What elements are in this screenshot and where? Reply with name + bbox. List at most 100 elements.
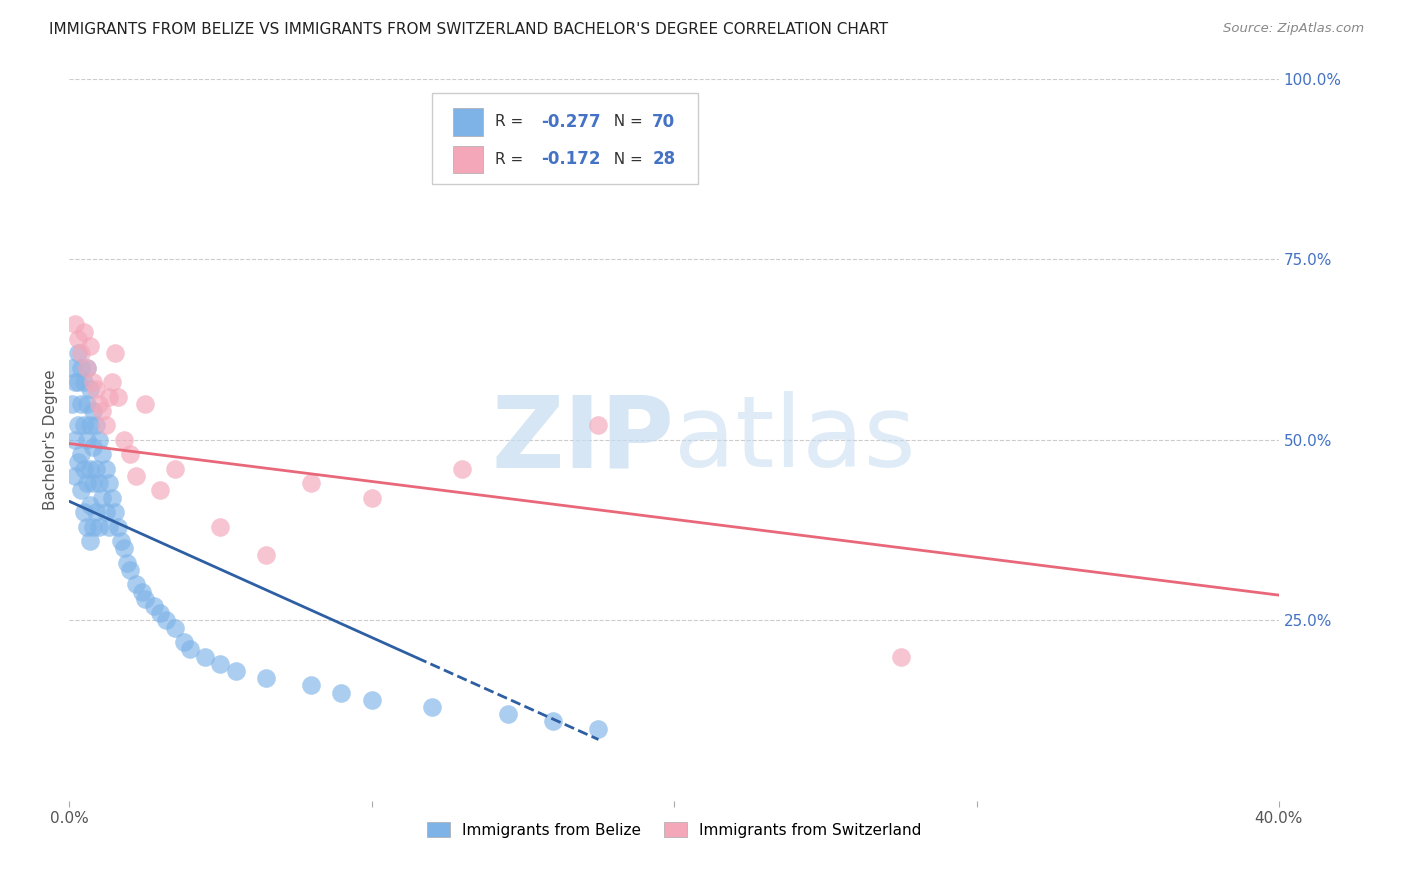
- Point: [76, 397, 98, 411]
- Point: [125, 469, 148, 483]
- Point: [73, 462, 96, 476]
- Point: [86, 462, 108, 476]
- Point: [70, 447, 93, 461]
- Point: [73, 325, 96, 339]
- Point: [79, 533, 101, 548]
- Text: IMMIGRANTS FROM BELIZE VS IMMIGRANTS FROM SWITZERLAND BACHELOR'S DEGREE CORRELAT: IMMIGRANTS FROM BELIZE VS IMMIGRANTS FRO…: [49, 22, 889, 37]
- Point: [76, 360, 98, 375]
- Point: [165, 621, 187, 635]
- Point: [86, 383, 108, 397]
- FancyBboxPatch shape: [453, 145, 482, 173]
- Point: [330, 685, 353, 699]
- Point: [79, 498, 101, 512]
- Point: [91, 404, 114, 418]
- Text: 28: 28: [652, 150, 675, 169]
- Point: [118, 563, 141, 577]
- Point: [97, 390, 120, 404]
- Point: [125, 577, 148, 591]
- Point: [100, 491, 122, 505]
- Point: [67, 418, 90, 433]
- Point: [179, 642, 201, 657]
- Point: [112, 541, 135, 556]
- Point: [104, 346, 127, 360]
- Point: [149, 483, 172, 498]
- Point: [70, 397, 93, 411]
- Text: N =: N =: [605, 152, 648, 167]
- Point: [82, 404, 104, 418]
- Point: [225, 664, 247, 678]
- Point: [112, 433, 135, 447]
- Point: [420, 700, 443, 714]
- Point: [73, 418, 96, 433]
- Point: [67, 332, 90, 346]
- Point: [76, 433, 98, 447]
- Point: [496, 707, 519, 722]
- Point: [155, 614, 177, 628]
- Point: [118, 447, 141, 461]
- Y-axis label: Bachelor's Degree: Bachelor's Degree: [44, 369, 58, 510]
- Point: [82, 476, 104, 491]
- Point: [194, 649, 217, 664]
- Point: [73, 505, 96, 519]
- Point: [165, 462, 187, 476]
- Text: 70: 70: [652, 113, 675, 131]
- Point: [588, 722, 610, 736]
- Point: [91, 447, 114, 461]
- Point: [89, 397, 111, 411]
- Text: R =: R =: [495, 114, 529, 129]
- Point: [131, 584, 153, 599]
- Text: N =: N =: [605, 114, 648, 129]
- Legend: Immigrants from Belize, Immigrants from Switzerland: Immigrants from Belize, Immigrants from …: [420, 815, 928, 844]
- Text: ZIP: ZIP: [491, 392, 673, 489]
- FancyBboxPatch shape: [453, 108, 482, 136]
- Point: [149, 606, 172, 620]
- Point: [70, 483, 93, 498]
- Point: [86, 418, 108, 433]
- Point: [110, 533, 132, 548]
- Point: [254, 671, 277, 685]
- Point: [65, 433, 87, 447]
- Point: [94, 505, 117, 519]
- Point: [360, 693, 382, 707]
- Point: [299, 476, 322, 491]
- Point: [79, 339, 101, 353]
- Point: [89, 476, 111, 491]
- Point: [107, 390, 129, 404]
- Point: [142, 599, 165, 613]
- Point: [107, 519, 129, 533]
- Point: [65, 318, 87, 332]
- Point: [70, 346, 93, 360]
- Point: [76, 476, 98, 491]
- Point: [79, 383, 101, 397]
- Point: [67, 346, 90, 360]
- Point: [82, 375, 104, 389]
- Point: [82, 440, 104, 454]
- Point: [209, 657, 232, 671]
- Point: [209, 519, 232, 533]
- Point: [65, 375, 87, 389]
- Point: [65, 469, 87, 483]
- Point: [890, 649, 912, 664]
- Point: [94, 462, 117, 476]
- Point: [97, 476, 120, 491]
- Point: [76, 519, 98, 533]
- Point: [100, 375, 122, 389]
- Point: [254, 549, 277, 563]
- Point: [588, 418, 610, 433]
- Point: [67, 454, 90, 468]
- Point: [97, 519, 120, 533]
- Point: [360, 491, 382, 505]
- Point: [89, 519, 111, 533]
- Point: [94, 418, 117, 433]
- Point: [79, 418, 101, 433]
- Point: [89, 433, 111, 447]
- Text: -0.172: -0.172: [541, 150, 600, 169]
- Point: [60, 397, 83, 411]
- Point: [451, 462, 474, 476]
- Text: Source: ZipAtlas.com: Source: ZipAtlas.com: [1223, 22, 1364, 36]
- Point: [299, 678, 322, 692]
- Point: [134, 397, 156, 411]
- Point: [134, 591, 156, 606]
- Point: [73, 375, 96, 389]
- Point: [67, 375, 90, 389]
